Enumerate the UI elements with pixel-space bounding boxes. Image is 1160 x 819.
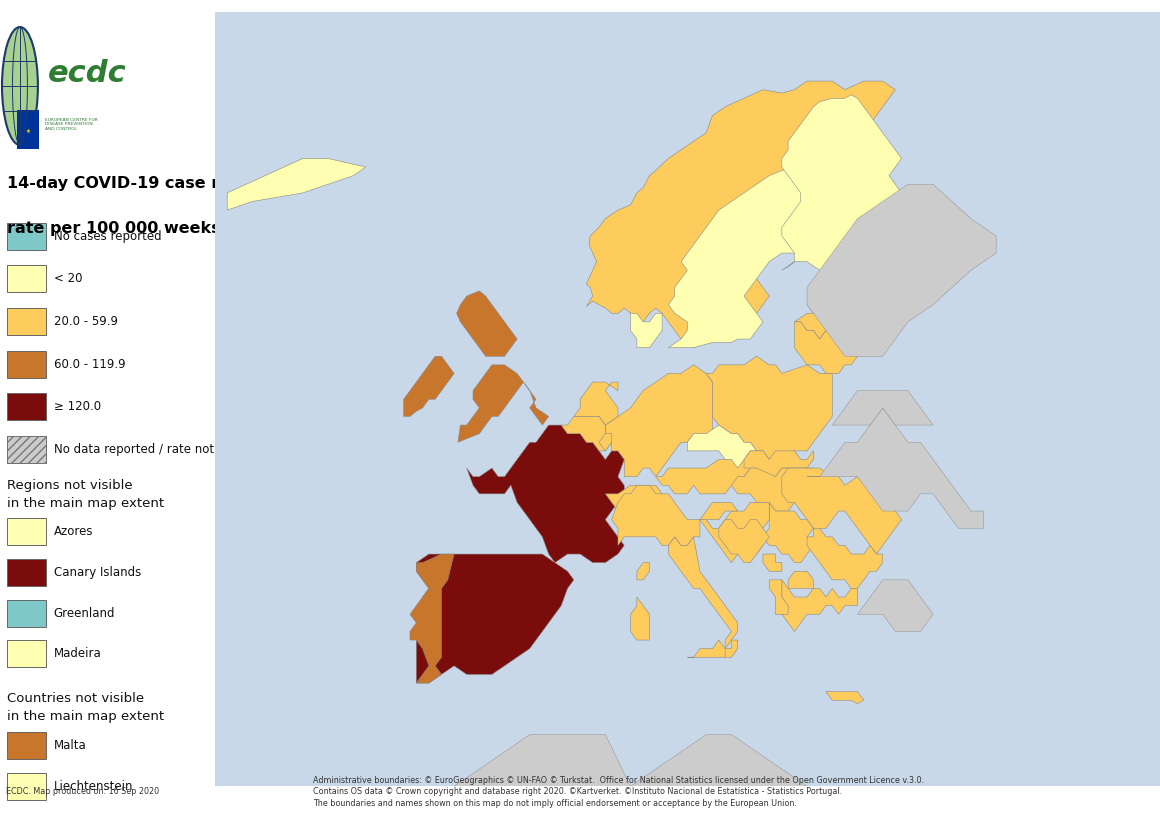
Polygon shape	[668, 537, 738, 649]
Polygon shape	[454, 735, 631, 786]
Polygon shape	[631, 314, 662, 348]
Polygon shape	[409, 554, 454, 683]
Polygon shape	[655, 459, 751, 494]
Polygon shape	[788, 572, 813, 589]
Text: ECDC. Map produced on: 16 Sep 2020: ECDC. Map produced on: 16 Sep 2020	[6, 788, 159, 796]
Polygon shape	[782, 580, 857, 631]
Bar	[7, 518, 46, 545]
Polygon shape	[795, 305, 883, 339]
Polygon shape	[215, 12, 1160, 786]
Bar	[17, 110, 38, 149]
Polygon shape	[832, 391, 933, 425]
Text: Liechtenstein: Liechtenstein	[53, 781, 133, 793]
Text: < 20: < 20	[53, 273, 82, 285]
Polygon shape	[668, 167, 851, 348]
Polygon shape	[756, 503, 813, 563]
Polygon shape	[599, 434, 611, 450]
Polygon shape	[719, 520, 769, 563]
Polygon shape	[416, 554, 574, 683]
Polygon shape	[574, 382, 618, 425]
Polygon shape	[631, 735, 807, 786]
Polygon shape	[215, 12, 1160, 786]
Polygon shape	[687, 425, 756, 468]
Polygon shape	[807, 278, 883, 314]
Polygon shape	[587, 81, 896, 348]
Text: No data reported / rate not calculated: No data reported / rate not calculated	[53, 443, 278, 455]
Text: 60.0 - 119.9: 60.0 - 119.9	[53, 358, 125, 370]
Bar	[7, 600, 46, 627]
Polygon shape	[763, 554, 782, 572]
Polygon shape	[795, 322, 870, 373]
Bar	[7, 351, 46, 378]
Text: ecdc: ecdc	[48, 59, 126, 88]
Text: Azores: Azores	[53, 525, 93, 537]
Polygon shape	[807, 528, 883, 589]
Polygon shape	[611, 485, 699, 545]
Polygon shape	[404, 356, 454, 417]
Text: Madeira: Madeira	[53, 648, 101, 660]
Bar	[7, 732, 46, 759]
Polygon shape	[699, 503, 738, 520]
Polygon shape	[732, 468, 813, 511]
Circle shape	[2, 27, 38, 145]
Text: Administrative boundaries: © EuroGeographics © UN-FAO © Turkstat.  Office for Na: Administrative boundaries: © EuroGeograp…	[313, 776, 925, 808]
Polygon shape	[561, 417, 611, 450]
Polygon shape	[706, 356, 832, 459]
Text: 20.0 - 59.9: 20.0 - 59.9	[53, 315, 117, 328]
Polygon shape	[826, 692, 864, 704]
Polygon shape	[807, 408, 984, 528]
Polygon shape	[606, 365, 712, 477]
Polygon shape	[457, 291, 517, 356]
Text: Malta: Malta	[53, 740, 86, 752]
Polygon shape	[782, 468, 901, 554]
Text: rate per 100 000 weeks 36 - 37: rate per 100 000 weeks 36 - 37	[7, 221, 289, 236]
Text: ★: ★	[26, 129, 30, 133]
Polygon shape	[687, 640, 725, 658]
Polygon shape	[782, 95, 908, 278]
Polygon shape	[807, 184, 996, 356]
Bar	[7, 436, 46, 463]
Text: Greenland: Greenland	[53, 607, 115, 619]
Bar	[7, 265, 46, 292]
Polygon shape	[631, 597, 650, 640]
Text: EUROPEAN CENTRE FOR
DISEASE PREVENTION
AND CONTROL: EUROPEAN CENTRE FOR DISEASE PREVENTION A…	[45, 118, 97, 131]
Polygon shape	[744, 450, 813, 477]
Bar	[7, 308, 46, 335]
Polygon shape	[227, 159, 365, 210]
Bar	[7, 393, 46, 420]
Text: Countries not visible
in the main map extent: Countries not visible in the main map ex…	[7, 692, 165, 723]
Text: No cases reported: No cases reported	[53, 230, 161, 242]
Polygon shape	[699, 503, 769, 563]
Polygon shape	[769, 580, 788, 614]
Polygon shape	[458, 365, 549, 442]
Text: ≥ 120.0: ≥ 120.0	[53, 400, 101, 413]
Polygon shape	[719, 640, 738, 658]
Bar	[7, 436, 46, 463]
Polygon shape	[606, 485, 662, 511]
Bar	[7, 773, 46, 800]
Text: Regions not visible
in the main map extent: Regions not visible in the main map exte…	[7, 479, 165, 510]
Polygon shape	[857, 580, 933, 631]
Bar	[7, 640, 46, 667]
Bar	[7, 559, 46, 586]
Polygon shape	[466, 425, 624, 563]
Polygon shape	[637, 563, 650, 580]
Bar	[7, 223, 46, 250]
Text: Canary Islands: Canary Islands	[53, 566, 140, 578]
Text: 14-day COVID-19 case notification: 14-day COVID-19 case notification	[7, 176, 316, 191]
